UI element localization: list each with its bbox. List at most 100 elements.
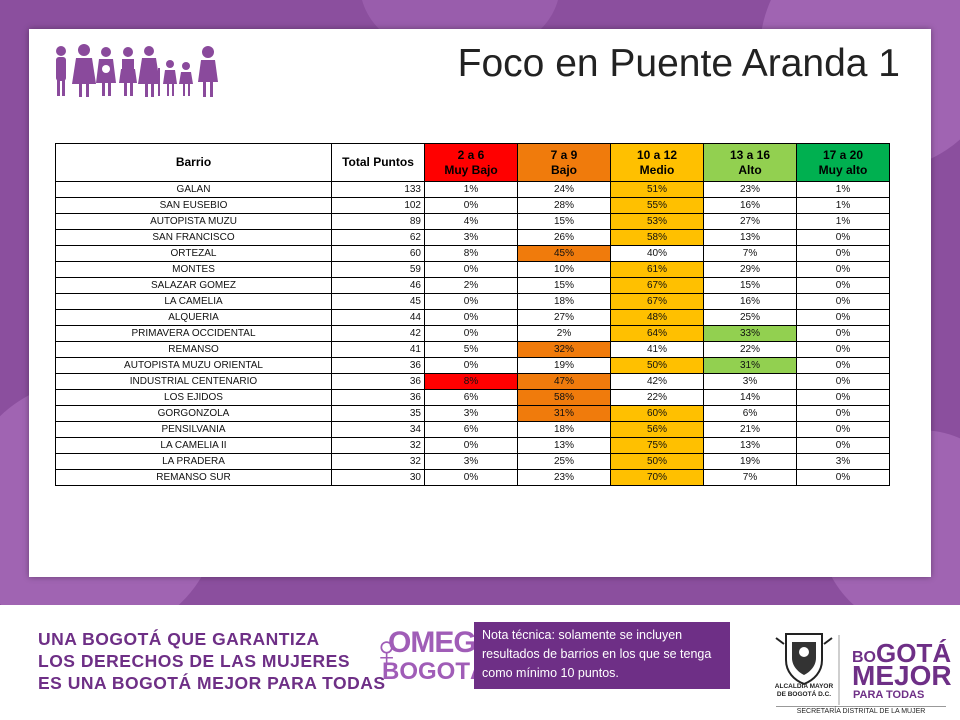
percent-cell: 23% — [703, 181, 797, 198]
bogota-brand-main: GOTÁ — [876, 638, 952, 668]
percent-cell: 3% — [424, 453, 518, 470]
total-cell: 36 — [331, 373, 425, 390]
percent-cell: 0% — [796, 325, 890, 342]
percent-cell: 31% — [517, 405, 611, 422]
omeg-logo: ♀ OMEG BOGOTÁ — [370, 626, 487, 688]
percent-cell: 0% — [424, 293, 518, 310]
total-cell: 32 — [331, 437, 425, 454]
percent-cell: 70% — [610, 469, 704, 486]
barrio-cell: MONTES — [55, 261, 332, 278]
barrio-cell: LOS EJIDOS — [55, 389, 332, 406]
column-header: 10 a 12 Medio — [610, 143, 704, 182]
column-header-line: 10 a 12 — [636, 147, 678, 162]
percent-cell: 75% — [610, 437, 704, 454]
table-row: AUTOPISTA MUZU 89 4% 15% 53% 27% 1% — [55, 213, 890, 230]
percent-cell: 6% — [424, 421, 518, 438]
percent-cell: 0% — [796, 309, 890, 326]
percent-cell: 18% — [517, 293, 611, 310]
percent-cell: 41% — [610, 341, 704, 358]
percent-cell: 0% — [424, 261, 518, 278]
table-row: ALQUERIA 44 0% 27% 48% 25% 0% — [55, 309, 890, 326]
table-row: PRIMAVERA OCCIDENTAL 42 0% 2% 64% 33% 0% — [55, 325, 890, 342]
slogan-line: ES UNA BOGOTÁ MEJOR PARA TODAS — [38, 673, 386, 693]
total-cell: 41 — [331, 341, 425, 358]
percent-cell: 0% — [796, 229, 890, 246]
percent-cell: 13% — [517, 437, 611, 454]
percent-cell: 0% — [796, 437, 890, 454]
table-row: GALAN 133 1% 24% 51% 23% 1% — [55, 181, 890, 198]
table-row: INDUSTRIAL CENTENARIO 36 8% 47% 42% 3% 0% — [55, 373, 890, 390]
percent-cell: 4% — [424, 213, 518, 230]
percent-cell: 15% — [703, 277, 797, 294]
percent-cell: 40% — [610, 245, 704, 262]
barrio-cell: LA PRADERA — [55, 453, 332, 470]
total-cell: 46 — [331, 277, 425, 294]
barrio-cell: REMANSO SUR — [55, 469, 332, 486]
column-header-line: Medio — [639, 162, 675, 177]
percent-cell: 14% — [703, 389, 797, 406]
percent-cell: 1% — [424, 181, 518, 198]
table-row: SAN FRANCISCO 62 3% 26% 58% 13% 0% — [55, 229, 890, 246]
barrio-cell: SAN FRANCISCO — [55, 229, 332, 246]
percent-cell: 8% — [424, 245, 518, 262]
table-row: SALAZAR GOMEZ 46 2% 15% 67% 15% 0% — [55, 277, 890, 294]
percent-cell: 0% — [424, 357, 518, 374]
women-family-icon — [56, 44, 218, 97]
percent-cell: 8% — [424, 373, 518, 390]
barrio-cell: LA CAMELIA — [55, 293, 332, 310]
bogota-brand: BOGOTÁ — [852, 640, 951, 671]
alcaldia-line: DE BOGOTÁ D.C. — [776, 691, 832, 698]
percent-cell: 3% — [796, 453, 890, 470]
column-header: 7 a 9 Bajo — [517, 143, 611, 182]
percent-cell: 3% — [703, 373, 797, 390]
total-cell: 30 — [331, 469, 425, 486]
column-header-line: Barrio — [175, 155, 212, 169]
barrio-cell: AUTOPISTA MUZU ORIENTAL — [55, 357, 332, 374]
percent-cell: 28% — [517, 197, 611, 214]
barrio-cell: SALAZAR GOMEZ — [55, 277, 332, 294]
percent-cell: 27% — [517, 309, 611, 326]
table-row: LA CAMELIA 45 0% 18% 67% 16% 0% — [55, 293, 890, 310]
alcaldia-label: ALCALDÍA MAYOR DE BOGOTÁ D.C. — [758, 683, 850, 699]
column-header: Barrio — [55, 143, 332, 182]
percent-cell: 3% — [424, 405, 518, 422]
table-row: REMANSO 41 5% 32% 41% 22% 0% — [55, 341, 890, 358]
percent-cell: 33% — [703, 325, 797, 342]
percent-cell: 0% — [424, 309, 518, 326]
total-cell: 59 — [331, 261, 425, 278]
omeg-logo-top: OMEG — [388, 626, 477, 659]
column-header: 2 a 6 Muy Bajo — [424, 143, 518, 182]
percent-cell: 29% — [703, 261, 797, 278]
percent-cell: 0% — [796, 421, 890, 438]
secretaria-label: SECRETARÍA DISTRITAL DE LA MUJER — [776, 706, 946, 715]
percent-cell: 51% — [610, 181, 704, 198]
percent-cell: 50% — [610, 357, 704, 374]
percent-cell: 47% — [517, 373, 611, 390]
percent-cell: 0% — [796, 277, 890, 294]
percent-cell: 0% — [796, 261, 890, 278]
percent-cell: 67% — [610, 293, 704, 310]
slogan-line: UNA BOGOTÁ QUE GARANTIZA — [38, 629, 320, 649]
column-header-line: 2 a 6 — [457, 147, 485, 162]
percent-cell: 0% — [796, 373, 890, 390]
total-cell: 89 — [331, 213, 425, 230]
barrio-cell: PRIMAVERA OCCIDENTAL — [55, 325, 332, 342]
percent-cell: 0% — [796, 341, 890, 358]
percent-cell: 1% — [796, 181, 890, 198]
barrio-cell: SAN EUSEBIO — [55, 197, 332, 214]
column-header-line: Muy Bajo — [444, 162, 498, 177]
bogota-brand-small: BO — [852, 649, 876, 666]
percent-cell: 0% — [796, 469, 890, 486]
barrio-cell: ORTEZAL — [55, 245, 332, 262]
alcaldia-line: ALCALDÍA MAYOR — [774, 683, 834, 690]
percent-cell: 16% — [703, 293, 797, 310]
percent-cell: 1% — [796, 213, 890, 230]
barrio-cell: PENSILVANIA — [55, 421, 332, 438]
percent-cell: 25% — [517, 453, 611, 470]
total-cell: 45 — [331, 293, 425, 310]
technical-note: Nota técnica: solamente se incluyen resu… — [474, 622, 730, 689]
table-row: SAN EUSEBIO 102 0% 28% 55% 16% 1% — [55, 197, 890, 214]
percent-cell: 58% — [517, 389, 611, 406]
percent-cell: 5% — [424, 341, 518, 358]
total-cell: 102 — [331, 197, 425, 214]
